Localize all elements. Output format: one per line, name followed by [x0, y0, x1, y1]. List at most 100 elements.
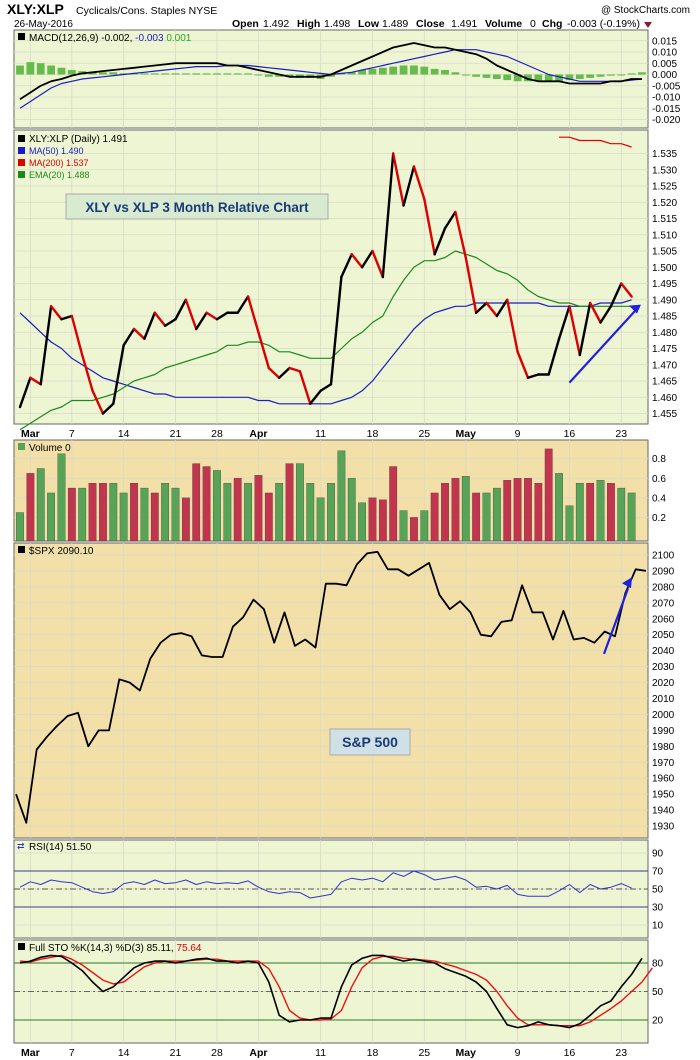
macd-histogram-bar: [57, 67, 66, 75]
macd-histogram-bar: [223, 73, 232, 75]
high-label: High: [297, 18, 320, 30]
price-segment: [350, 253, 364, 269]
rsi-legend-icon: ⇄: [17, 841, 25, 851]
volume-bar: [596, 480, 605, 542]
volume-bar: [223, 483, 232, 542]
sto-legend-text: Full STO %K(14,3) %D(3) 85.11, 75.64: [29, 943, 202, 954]
legend-swatch: [18, 171, 25, 178]
y-tick-label: 1.455: [652, 409, 677, 420]
volume-bar: [461, 476, 470, 542]
chg-value: -0.003 (-0.19%): [567, 18, 640, 30]
spx-annotation: S&P 500: [329, 728, 411, 756]
price-segment: [267, 366, 281, 379]
x-tick-label: 25: [418, 428, 430, 440]
volume-bar: [555, 473, 563, 542]
price-segment: [443, 210, 457, 230]
macd-histogram-bar: [264, 74, 273, 77]
volume-bar: [430, 492, 439, 542]
arrow-head-icon: [622, 577, 632, 589]
volume-bar: [78, 487, 87, 542]
price-segment: [184, 298, 198, 331]
x-tick-label: 23: [615, 428, 627, 440]
macd-histogram-bar: [161, 73, 170, 75]
price-segment: [319, 383, 333, 392]
y-tick-label: 80: [652, 959, 664, 970]
volume-bar: [26, 473, 35, 542]
volume-bar: [617, 487, 626, 542]
volume-bar: [389, 466, 398, 542]
macd-histogram-bar: [171, 73, 180, 75]
macd-histogram-bar: [109, 72, 118, 75]
y-tick-label: 50: [652, 987, 664, 998]
price-segment: [60, 314, 74, 321]
y-tick-label: 1930: [652, 822, 675, 833]
y-tick-label: 1.535: [652, 149, 677, 160]
macd-histogram-bar: [26, 62, 35, 75]
volume-bar: [130, 483, 138, 542]
volume-bar: [544, 448, 553, 542]
x-tick-label: May: [456, 428, 477, 440]
y-tick-label: 1.520: [652, 198, 677, 209]
y-tick-label: 2060: [652, 614, 675, 625]
price-segment: [257, 331, 270, 370]
symbol-title: XLY:XLP: [7, 1, 64, 17]
macd-histogram-bar: [347, 72, 356, 75]
rsi-legend-text: RSI(14) 51.50: [29, 842, 92, 853]
price-segment: [112, 344, 125, 405]
y-tick-label: 1.460: [652, 393, 677, 404]
volume-bar: [451, 478, 460, 542]
x-tick-label: 9: [515, 1047, 521, 1059]
y-tick-label: 1.470: [652, 360, 677, 371]
y-tick-label: -0.015: [652, 104, 681, 115]
volume-label: Volume: [485, 18, 522, 30]
volume-bar: [285, 463, 294, 542]
volume-bar: [264, 492, 273, 542]
macd-histogram-bar: [181, 73, 190, 75]
macd-histogram-bar: [192, 73, 201, 75]
low-value: 1.489: [382, 18, 408, 30]
annotation-text: S&P 500: [342, 734, 398, 750]
x-tick-label: Mar: [21, 428, 40, 440]
price-segment: [620, 282, 633, 298]
macd-histogram-bar: [430, 68, 439, 75]
watermark[interactable]: @ StockCharts.com: [601, 5, 690, 16]
volume-bar: [327, 483, 335, 542]
macd-histogram-bar: [451, 72, 460, 75]
volume-legend: Volume 0: [18, 443, 71, 454]
ohlc-readout: Open 1.492 High 1.498 Low 1.489 Close 1.…: [232, 18, 652, 30]
price-segment: [485, 301, 499, 318]
price-segment: [298, 370, 312, 405]
macd-histogram-bar: [16, 65, 24, 75]
relative-chart-annotation: XLY vs XLP 3 Month Relative Chart: [65, 193, 329, 220]
legend-swatch: [18, 33, 25, 40]
y-tick-label: -0.020: [652, 115, 681, 126]
macd-histogram-bar: [420, 66, 429, 75]
price-segment: [101, 402, 115, 415]
sto-k-line: [19, 954, 643, 1029]
volume-bar: [119, 492, 128, 542]
volume-bar: [171, 487, 180, 542]
volume-bar: [607, 483, 615, 542]
y-tick-label: 2000: [652, 710, 675, 721]
x-tick-label: 11: [315, 1047, 326, 1059]
volume-bar: [410, 517, 418, 542]
volume-bar: [337, 450, 346, 542]
ma50-line: [19, 299, 632, 405]
macd-histogram-bar: [503, 74, 512, 81]
macd-histogram-bar: [389, 66, 398, 75]
y-tick-label: 1990: [652, 726, 675, 737]
spx-legend-text: $SPX 2090.10: [29, 546, 94, 557]
price-segment: [360, 249, 374, 269]
macd-histogram-bar: [617, 74, 626, 76]
volume-bar: [358, 502, 366, 542]
price-segment: [122, 327, 136, 347]
volume-bar: [378, 499, 387, 542]
open-value: 1.492: [263, 18, 289, 30]
macd-histogram-bar: [254, 74, 263, 76]
macd-histogram-bar: [410, 65, 418, 75]
volume-bar: [202, 466, 211, 542]
price-segment: [132, 327, 146, 340]
macd-histogram-bar: [67, 70, 76, 75]
sto-legend: Full STO %K(14,3) %D(3) 85.11, 75.64: [18, 943, 202, 954]
